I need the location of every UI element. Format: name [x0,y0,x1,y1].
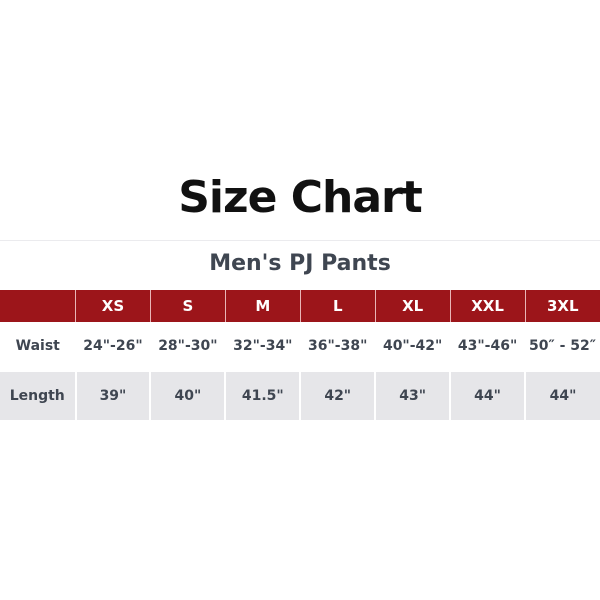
table-cell: 28"-30" [150,322,226,370]
header-row: XS S M L XL XXL 3XL [0,290,600,322]
table-cell: 43"-46" [450,322,526,370]
table-cell: 36"-38" [300,322,376,370]
table-cell: 32"-34" [225,322,301,370]
divider [0,240,600,241]
table-cell: 42" [299,372,376,420]
gap-cell [0,370,600,372]
header-xs: XS [75,290,151,322]
chart-subtitle: Men's PJ Pants [209,251,391,276]
header-xl: XL [374,290,451,322]
table-cell: 39" [74,372,151,420]
table-cell: 43" [374,372,451,420]
table-cell: 44" [449,372,526,420]
row-gap [0,370,600,372]
row-label: Length [0,372,76,420]
table-cell: 40" [149,372,226,420]
header-m: M [224,290,301,322]
table-cell: 24"-26" [75,322,151,370]
header-l: L [299,290,376,322]
table-cell: 44" [524,372,600,420]
header-xxl: XXL [449,290,526,322]
header-empty [0,290,76,322]
page-title: Size Chart [178,172,423,223]
table-cell: 40"-42" [375,322,451,370]
table-row-length: Length 39" 40" 41.5" 42" 43" 44" 44" [0,372,600,420]
table-row-waist: Waist 24"-26" 28"-30" 32"-34" 36"-38" 40… [0,322,600,370]
table-cell: 41.5" [224,372,301,420]
row-label: Waist [0,322,76,370]
table-cell: 50″ - 52″ [525,322,600,370]
header-s: S [149,290,226,322]
header-3xl: 3XL [524,290,600,322]
size-table: XS S M L XL XXL 3XL Waist 24"-26" 28"-30… [0,290,600,420]
